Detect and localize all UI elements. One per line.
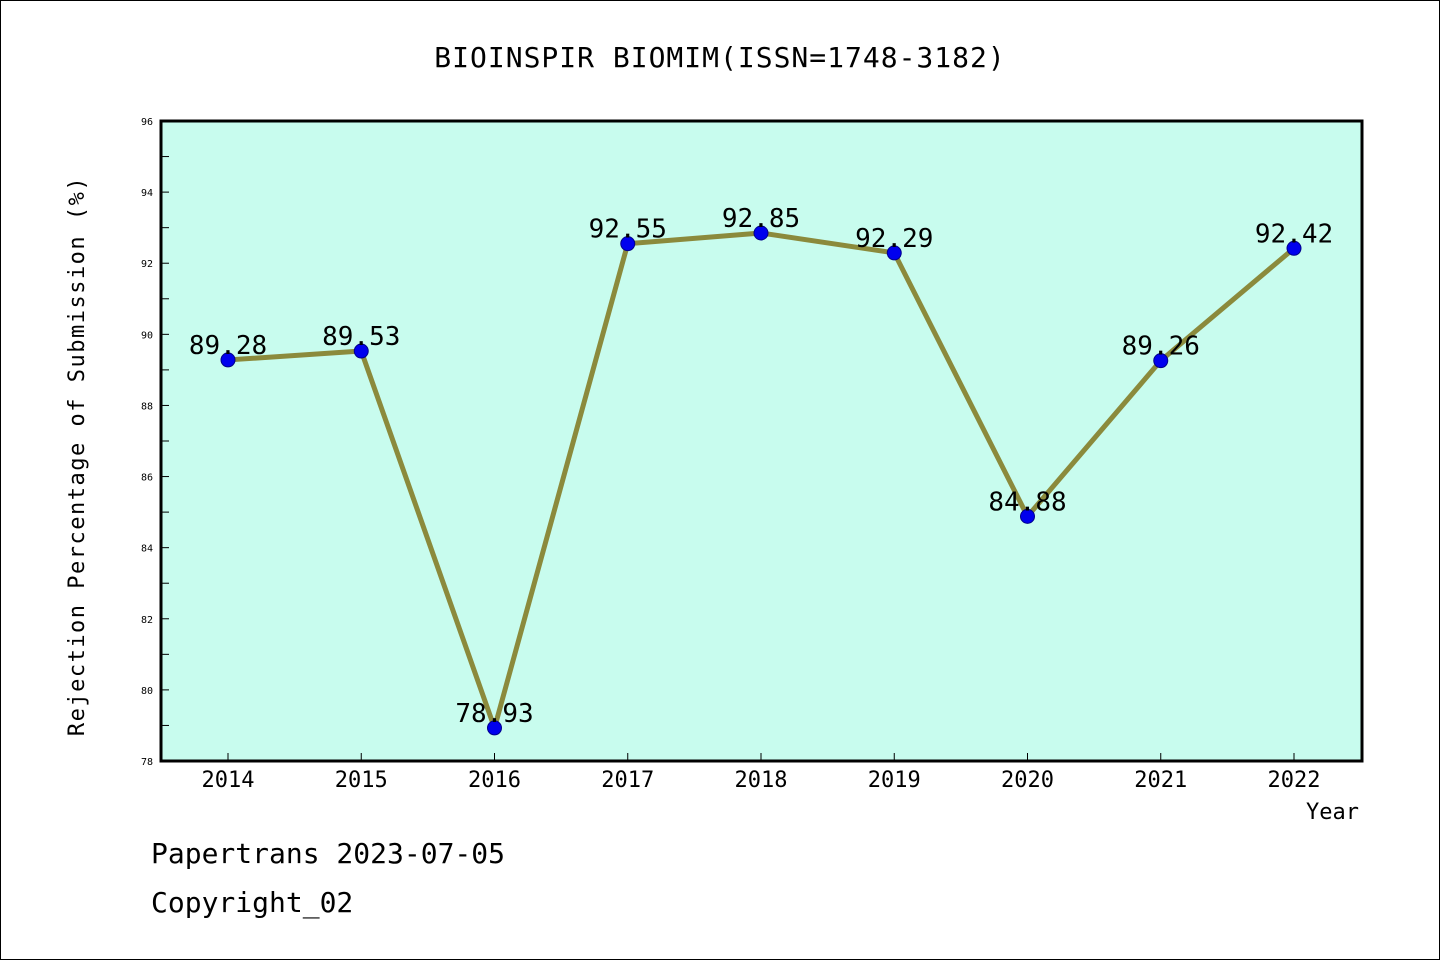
data-label: 78.93 xyxy=(455,699,533,729)
data-label: 92.85 xyxy=(722,204,800,234)
data-labels: 89.28 89.53 78.93 92.55 92.85 92.29 84.88 89.26… xyxy=(189,204,1333,729)
x-tick-label: 2017 xyxy=(601,768,654,793)
x-tick-label: 2019 xyxy=(868,768,921,793)
y-tick-label: 82 xyxy=(141,615,153,626)
data-label: 92.42 xyxy=(1255,219,1333,249)
footer-copyright: Copyright_02 xyxy=(151,886,354,919)
data-label: 92.29 xyxy=(855,224,933,254)
x-axis-label: Year xyxy=(1306,800,1359,825)
y-axis: 78 80 82 84 86 88 90 92 94 96 xyxy=(141,117,169,768)
x-tick-label: 2016 xyxy=(468,768,521,793)
data-point xyxy=(1286,240,1302,256)
data-point xyxy=(1153,353,1169,369)
y-tick-label: 96 xyxy=(141,117,153,128)
y-tick-label: 88 xyxy=(141,401,153,412)
y-tick-label: 94 xyxy=(141,188,153,199)
chart-title: BIOINSPIR BIOMIM(ISSN=1748-3182) xyxy=(434,41,1005,74)
x-tick-label: 2014 xyxy=(202,768,255,793)
data-point xyxy=(487,720,502,736)
data-point xyxy=(1020,508,1035,524)
y-tick-label: 80 xyxy=(141,686,153,697)
data-point xyxy=(353,343,369,359)
x-tick-label: 2022 xyxy=(1268,768,1321,793)
data-point xyxy=(886,245,902,261)
data-markers xyxy=(220,225,1302,736)
data-point xyxy=(753,225,769,241)
footer-date: Papertrans 2023-07-05 xyxy=(151,837,506,870)
y-axis-label: Rejection Percentage of Submission (%) xyxy=(65,176,90,736)
data-point xyxy=(620,236,636,252)
y-tick-label: 86 xyxy=(141,473,153,484)
y-tick-label: 84 xyxy=(141,544,153,555)
x-tick-label: 2018 xyxy=(735,768,788,793)
data-label: 89.53 xyxy=(322,322,400,352)
x-tick-label: 2015 xyxy=(335,768,388,793)
y-tick-label: 92 xyxy=(141,259,153,270)
data-label: 84.88 xyxy=(988,487,1066,517)
x-tick-label: 2020 xyxy=(1001,768,1054,793)
data-point xyxy=(220,352,236,368)
x-axis: 2014 2015 2016 2017 2018 2019 2020 2021 2022 xyxy=(202,753,1321,793)
y-tick-label: 90 xyxy=(141,330,153,341)
data-label: 89.28 xyxy=(189,331,267,361)
y-tick-label: 78 xyxy=(141,757,153,768)
x-tick-label: 2021 xyxy=(1134,768,1187,793)
data-label: 89.26 xyxy=(1122,332,1200,362)
data-label: 92.55 xyxy=(589,215,667,245)
